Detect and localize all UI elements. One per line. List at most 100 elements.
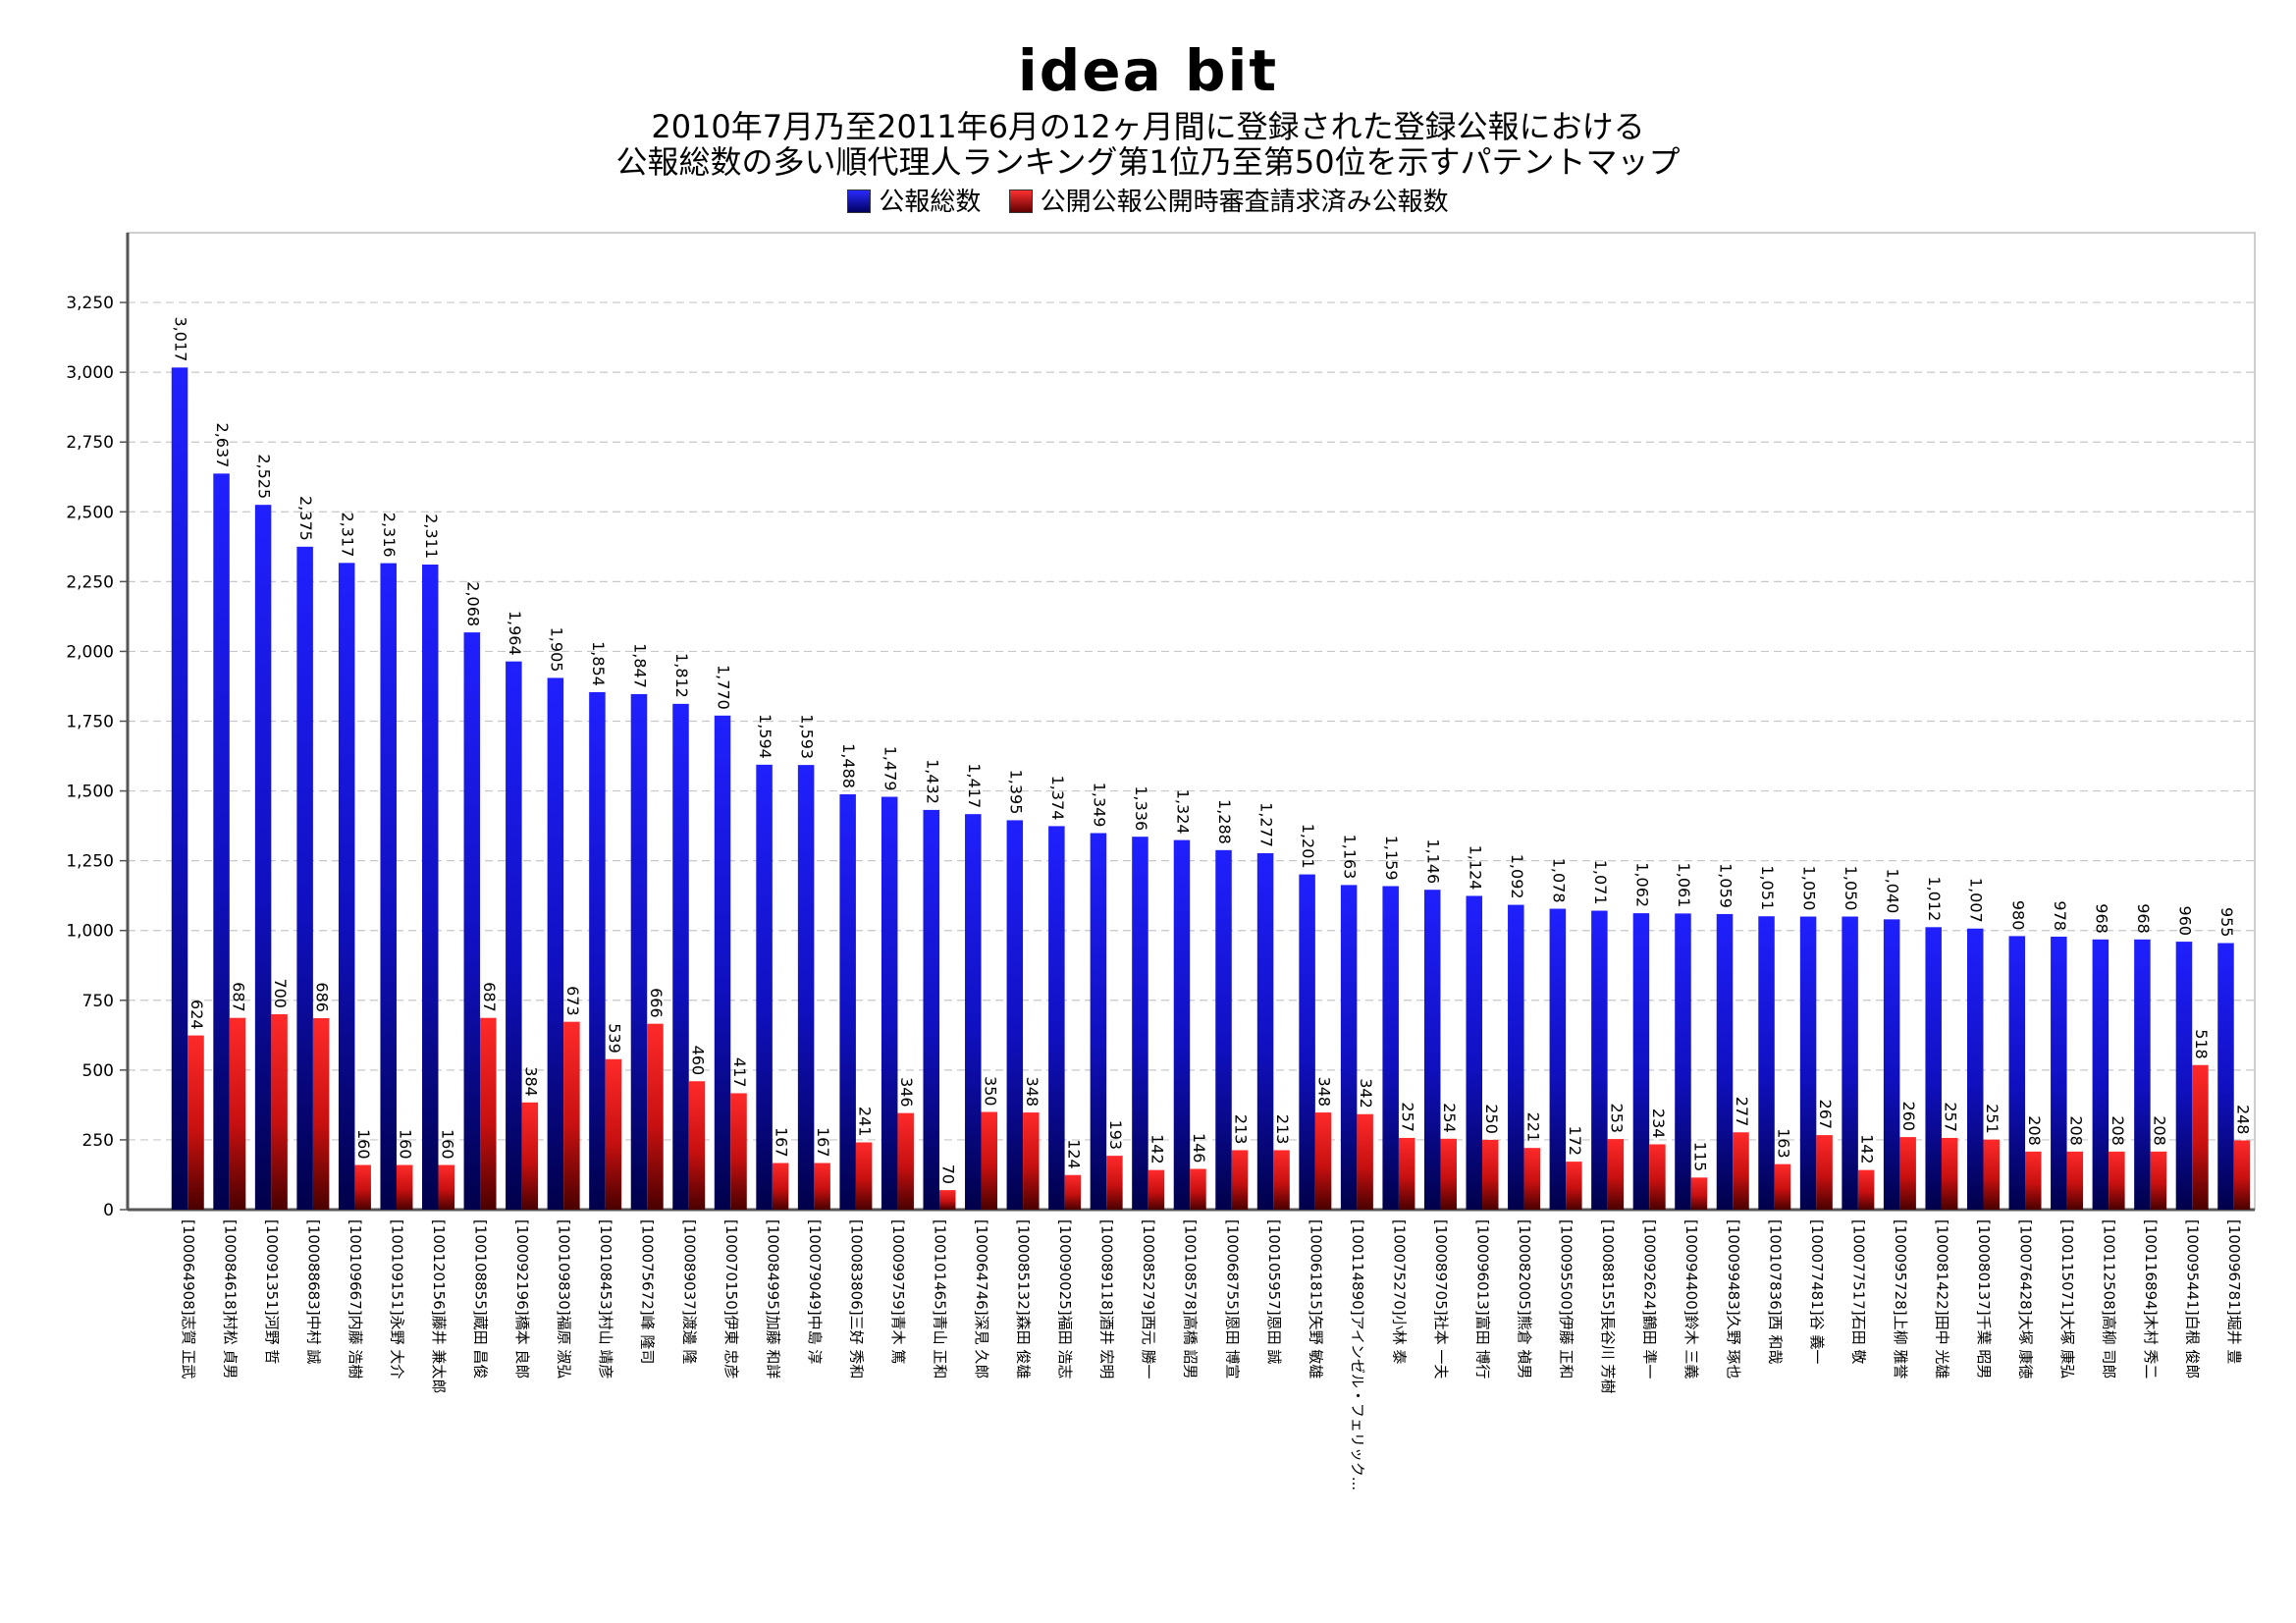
x-category-label: [100088155]長谷川 芳樹 [1599,1219,1617,1393]
data-label-series2: 160 [354,1129,373,1160]
x-category-label: [100089037]渡邊 隆 [680,1219,698,1364]
x-category-label: [100114890]アインゼル・フェリック... [1349,1219,1366,1490]
data-label-series1: 1,062 [1632,862,1651,907]
bar-series2 [2233,1140,2251,1210]
x-category-label: [100115071]大塚 康弘 [2058,1219,2076,1379]
data-label-series2: 172 [1566,1126,1584,1157]
bar-series2 [1774,1163,1791,1210]
data-label-series2: 260 [1899,1102,1918,1132]
x-category-label: [100061815]矢野 敏雄 [1307,1219,1324,1379]
bar-series1 [630,693,648,1210]
bar-series2 [2150,1151,2167,1210]
bar-series2 [396,1164,413,1210]
bar-series1 [463,632,481,1210]
data-label-series2: 700 [271,978,290,1008]
data-label-series1: 978 [2051,900,2069,931]
bar-series1 [2134,939,2151,1210]
data-label-series1: 1,964 [506,611,524,656]
data-label-series2: 70 [939,1164,958,1184]
data-label-series1: 1,059 [1717,863,1735,908]
bar-series1 [1423,890,1441,1210]
bar-series2 [1440,1138,1457,1210]
data-label-series1: 1,163 [1341,835,1360,880]
bar-series1 [296,546,313,1210]
bar-series2 [2025,1151,2042,1210]
data-label-series1: 2,068 [463,581,482,626]
data-label-series2: 124 [1064,1139,1083,1169]
data-label-series1: 955 [2217,907,2236,938]
bar-series2 [2109,1151,2125,1210]
bar-series1 [1090,833,1107,1210]
data-label-series2: 193 [1106,1120,1125,1151]
data-label-series1: 2,311 [422,514,441,559]
x-category-label: [100099759]青木 篤 [889,1219,907,1364]
x-category-label: [100105957]恩田 誠 [1265,1219,1283,1364]
data-label-series2: 624 [187,1000,206,1030]
bar-series2 [1816,1135,1833,1210]
x-category-label: [100081422]田中 光雄 [1933,1219,1950,1379]
bar-series1 [380,563,397,1210]
data-label-series1: 1,324 [1173,789,1192,835]
bar-series1 [1632,913,1650,1210]
x-category-label: [100091351]河野 哲 [263,1219,281,1364]
data-label-series1: 1,050 [1842,866,1860,911]
bar-series1 [1591,910,1608,1210]
data-label-series1: 1,336 [1132,785,1150,831]
data-label-series2: 277 [1733,1097,1751,1127]
data-label-series1: 1,201 [1299,824,1317,869]
bar-series1 [1299,874,1315,1210]
bar-series2 [354,1164,371,1210]
bar-series2 [1190,1168,1206,1210]
legend-swatch-red [1008,189,1033,213]
x-category-label: [100109830]福原 淑弘 [556,1219,573,1379]
bar-series1 [213,473,230,1210]
bar-series2 [187,1035,204,1210]
y-tick-label: 3,000 [66,363,114,383]
bar-series2 [688,1081,706,1210]
data-label-series1: 1,905 [547,627,565,673]
x-category-label: [100089705]社本 一夫 [1432,1219,1450,1379]
data-label-series1: 2,375 [296,496,315,541]
data-label-series2: 251 [1983,1104,2002,1134]
data-label-series1: 2,317 [339,512,357,557]
data-label-series2: 248 [2233,1105,2252,1135]
data-label-series1: 1,479 [881,746,900,791]
x-category-label: [100077517]石田 敬 [1849,1219,1867,1364]
bar-series1 [797,765,815,1210]
bar-series1 [2092,939,2109,1210]
data-label-series2: 673 [563,986,582,1016]
y-tick-label: 750 [82,992,114,1011]
data-label-series2: 460 [689,1046,708,1076]
bar-series2 [1023,1112,1040,1210]
data-label-series1: 2,525 [255,454,274,499]
y-tick-label: 250 [82,1131,114,1151]
data-label-series1: 3,017 [172,316,190,361]
legend: 公報総数 公開公報公開時審査請求済み公報数 [0,182,2296,218]
bar-series2 [647,1023,664,1210]
legend-item-series1: 公報総数 [847,182,981,218]
bar-series2 [1649,1144,1666,1210]
legend-label-series2: 公開公報公開時審査請求済み公報数 [1040,188,1449,217]
data-label-series2: 213 [1232,1114,1251,1145]
data-label-series2: 686 [313,982,332,1012]
bar-series1 [839,793,856,1210]
data-label-series2: 254 [1440,1103,1459,1133]
data-label-series2: 687 [480,982,499,1012]
bar-series2 [1941,1137,1958,1210]
bar-series1 [1799,916,1817,1210]
data-label-series2: 350 [981,1076,999,1107]
bar-series2 [438,1164,455,1210]
data-label-series1: 1,349 [1090,783,1108,828]
x-category-label: [100085132]森田 俊雄 [1015,1219,1033,1379]
bar-series2 [1148,1169,1165,1210]
x-category-label: [100109151]永野 大介 [388,1219,405,1379]
bar-series1 [1382,886,1399,1210]
logo: idea bit [1017,37,1279,104]
bar-series2 [1566,1162,1582,1210]
data-label-series2: 257 [1942,1102,1960,1132]
data-label-series1: 1,012 [1925,876,1944,921]
y-tick-label: 1,750 [66,713,114,732]
bar-series2 [897,1112,914,1210]
data-label-series2: 221 [1523,1112,1542,1143]
